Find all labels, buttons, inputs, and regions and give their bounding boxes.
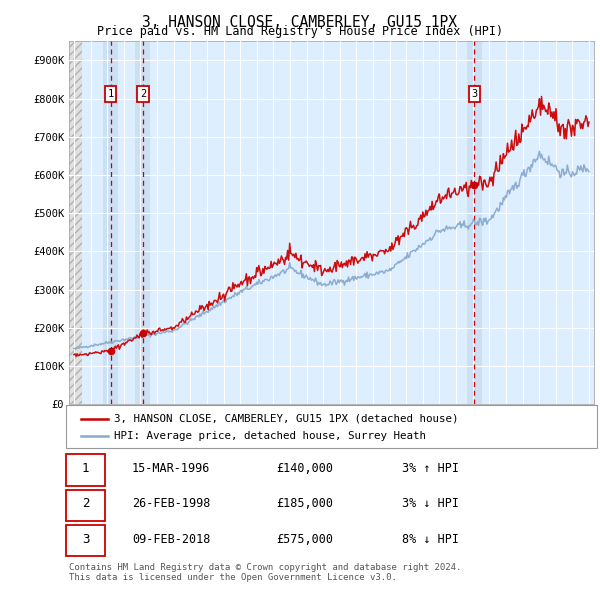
Bar bbox=[136, 41, 151, 404]
Text: 09-FEB-2018: 09-FEB-2018 bbox=[132, 533, 211, 546]
Text: HPI: Average price, detached house, Surrey Heath: HPI: Average price, detached house, Surr… bbox=[114, 431, 426, 441]
Text: 3: 3 bbox=[82, 533, 89, 546]
Text: 3% ↓ HPI: 3% ↓ HPI bbox=[402, 497, 459, 510]
Text: 3, HANSON CLOSE, CAMBERLEY, GU15 1PX: 3, HANSON CLOSE, CAMBERLEY, GU15 1PX bbox=[143, 15, 458, 30]
Text: 3% ↑ HPI: 3% ↑ HPI bbox=[402, 462, 459, 475]
Text: 1: 1 bbox=[82, 462, 89, 475]
Text: 3, HANSON CLOSE, CAMBERLEY, GU15 1PX (detached house): 3, HANSON CLOSE, CAMBERLEY, GU15 1PX (de… bbox=[114, 414, 458, 424]
Bar bbox=[103, 41, 118, 404]
Text: This data is licensed under the Open Government Licence v3.0.: This data is licensed under the Open Gov… bbox=[69, 573, 397, 582]
Text: 3: 3 bbox=[471, 89, 478, 99]
Text: 26-FEB-1998: 26-FEB-1998 bbox=[132, 497, 211, 510]
Text: Price paid vs. HM Land Registry's House Price Index (HPI): Price paid vs. HM Land Registry's House … bbox=[97, 25, 503, 38]
Bar bbox=[69, 41, 82, 404]
Text: 2: 2 bbox=[140, 89, 146, 99]
Bar bbox=[467, 41, 482, 404]
Text: £575,000: £575,000 bbox=[276, 533, 333, 546]
Text: £185,000: £185,000 bbox=[276, 497, 333, 510]
Text: Contains HM Land Registry data © Crown copyright and database right 2024.: Contains HM Land Registry data © Crown c… bbox=[69, 563, 461, 572]
Text: 2: 2 bbox=[82, 497, 89, 510]
Text: 15-MAR-1996: 15-MAR-1996 bbox=[132, 462, 211, 475]
Text: £140,000: £140,000 bbox=[276, 462, 333, 475]
Text: 1: 1 bbox=[107, 89, 113, 99]
Text: 8% ↓ HPI: 8% ↓ HPI bbox=[402, 533, 459, 546]
